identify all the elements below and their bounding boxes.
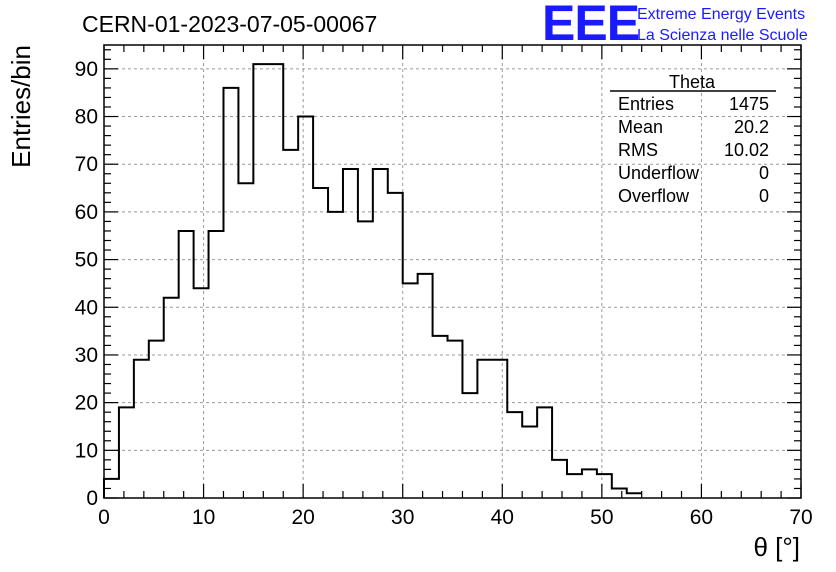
x-tick-label: 0 [98, 506, 110, 529]
histogram-bin [268, 64, 283, 498]
y-tick-label: 90 [75, 58, 98, 81]
histogram-bin [119, 407, 134, 498]
histogram-bin [418, 274, 433, 498]
histogram-bin [298, 117, 313, 498]
stats-row-value: 1475 [729, 94, 769, 114]
histogram-bin [567, 474, 582, 498]
histogram-bin [313, 188, 328, 498]
x-tick-label: 30 [391, 506, 414, 529]
histogram-bin [492, 360, 507, 498]
histogram-bin [343, 169, 358, 498]
stats-row-label: Overflow [618, 186, 690, 206]
eee-logo: EEE Extreme Energy Events La Scienza nel… [542, 0, 808, 51]
grid-lines [104, 45, 801, 498]
y-tick-label: 50 [75, 249, 98, 272]
stats-row-label: Entries [618, 94, 674, 114]
y-tick-label: 10 [75, 439, 98, 462]
histogram-bin [448, 341, 463, 498]
x-tick-label: 20 [291, 506, 314, 529]
stats-box: Theta Entries 1475 Mean 20.2 RMS 10.02 Underfl… [610, 72, 776, 206]
histogram-bin [164, 298, 179, 498]
histogram-bin [358, 221, 373, 498]
y-tick-label: 0 [86, 487, 98, 510]
stats-row: Underflow 0 [618, 163, 769, 183]
x-tick-label: 40 [491, 506, 514, 529]
x-tick-label: 60 [690, 506, 713, 529]
histogram-bin [388, 193, 403, 498]
y-tick-label: 60 [75, 201, 98, 224]
y-tick-label: 40 [75, 296, 98, 319]
stats-row-label: RMS [618, 140, 658, 160]
histogram-bin [537, 407, 552, 498]
stats-row-label: Mean [618, 117, 663, 137]
histogram-bin [283, 150, 298, 498]
stats-row-value: 0 [759, 163, 769, 183]
histogram-bin [194, 288, 209, 498]
histogram-bin [134, 360, 149, 498]
plot-frame [103, 44, 802, 499]
logo-mark: EEE [542, 0, 639, 51]
stats-row: Mean 20.2 [618, 117, 769, 137]
histogram-outline [103, 63, 642, 498]
stats-row: Overflow 0 [618, 186, 769, 206]
y-axis-label: Entries/bin [6, 45, 36, 168]
stats-row-label: Underflow [618, 163, 700, 183]
axis-ticks [103, 45, 802, 499]
histogram-bin [403, 283, 418, 498]
histogram-bins [104, 64, 642, 498]
histogram-bin [552, 460, 567, 498]
histogram-bin [582, 469, 597, 498]
x-tick-label: 50 [590, 506, 613, 529]
histogram-bin [238, 183, 253, 498]
stats-title: Theta [669, 72, 716, 92]
stats-row-value: 0 [759, 186, 769, 206]
logo-line2: La Scienza nelle Scuole [637, 27, 808, 44]
histogram-bin [149, 341, 164, 498]
histogram-bin [462, 393, 477, 498]
x-tick-label: 70 [789, 506, 812, 529]
histogram-bin [253, 64, 268, 498]
histogram-bin [328, 212, 343, 498]
histogram-bin [612, 488, 627, 498]
histogram-bin [477, 360, 492, 498]
logo-line1: Extreme Energy Events [637, 6, 805, 23]
stats-row-value: 20.2 [734, 117, 769, 137]
stats-row: Entries 1475 [618, 94, 769, 114]
histogram-bin [209, 231, 224, 498]
y-tick-label: 80 [75, 106, 98, 129]
histogram-bin [373, 169, 388, 498]
x-axis-label: θ [°] [753, 532, 800, 562]
histogram-bin [522, 426, 537, 498]
y-tick-label: 70 [75, 153, 98, 176]
y-tick-label: 20 [75, 392, 98, 415]
histogram-bin [179, 231, 194, 498]
chart-title: CERN-01-2023-07-05-00067 [82, 11, 377, 37]
stats-row-value: 10.02 [724, 140, 769, 160]
x-tick-label: 10 [192, 506, 215, 529]
histogram-bin [223, 88, 238, 498]
y-tick-label: 30 [75, 344, 98, 367]
histogram-bin [597, 474, 612, 498]
histogram-bin [433, 336, 448, 498]
y-tick-labels: 0 10 20 30 40 50 60 70 80 90 [75, 58, 98, 510]
x-tick-labels: 0 10 20 30 40 50 60 70 [98, 506, 813, 529]
stats-row: RMS 10.02 [618, 140, 769, 160]
histogram-bin [507, 412, 522, 498]
